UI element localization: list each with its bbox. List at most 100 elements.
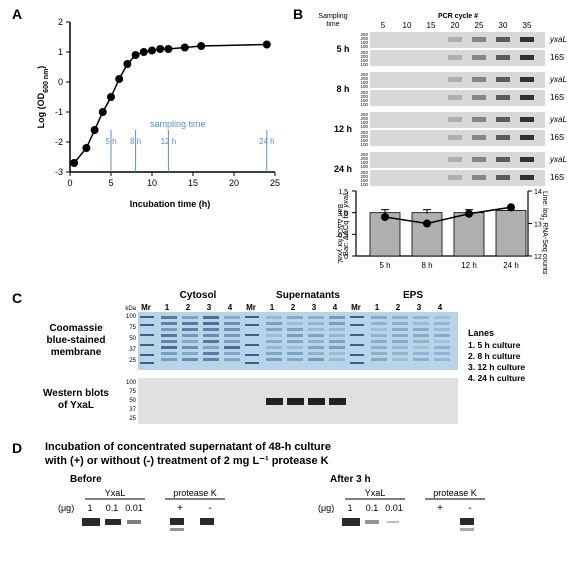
svg-text:16S: 16S [550,133,564,142]
svg-text:2. 8 h culture: 2. 8 h culture [468,351,521,361]
svg-text:0.1: 0.1 [366,503,379,513]
svg-text:100: 100 [360,84,368,89]
panel-d-title1: Incubation of concentrated supernatant o… [45,441,331,453]
panel-d-protk-before: protease K [173,488,217,498]
svg-text:5 h: 5 h [105,137,116,146]
panel-c-coomassie-label: Coomassie [49,323,103,334]
svg-text:100: 100 [360,164,368,169]
svg-text:12: 12 [534,254,542,261]
svg-text:16S: 16S [550,93,564,102]
svg-text:0: 0 [67,178,72,188]
gel-band [127,520,141,524]
svg-text:4: 4 [333,303,338,312]
svg-text:yxaL: yxaL [549,35,567,44]
svg-text:3: 3 [207,303,212,312]
svg-text:1: 1 [270,303,275,312]
svg-text:Mr: Mr [246,303,256,312]
panel-b-header-right: PCR cycle # [438,13,478,20]
svg-text:1: 1 [375,303,380,312]
panel-d-yxal-before: YxaL [105,488,126,498]
svg-text:100: 100 [126,314,137,320]
svg-text:8 h: 8 h [421,261,432,270]
svg-text:5: 5 [381,21,386,30]
svg-text:8 h: 8 h [130,137,141,146]
gel-band [365,520,379,524]
svg-text:1: 1 [347,503,352,513]
gel-band [200,518,214,525]
gel-band [82,518,100,526]
svg-text:-: - [468,503,471,514]
svg-text:15: 15 [427,21,436,30]
gel-band [170,518,184,525]
svg-text:100: 100 [360,124,368,129]
svg-text:1. 5 h culture: 1. 5 h culture [468,340,521,350]
svg-text:20: 20 [229,178,239,188]
panel-c-gels: Cytosol Supernatants EPS Mr1234Mr1234Mr1… [18,286,578,436]
panel-c-header-cytosol: Cytosol [180,290,217,301]
svg-text:-: - [208,503,211,514]
svg-text:13: 13 [534,222,542,229]
panel-b-header-left: Sampling [318,13,347,20]
svg-text:1: 1 [165,303,170,312]
panel-d-protk-after: protease K [433,488,477,498]
svg-text:2: 2 [186,303,191,312]
panel-d-ug-after: (μg) [318,503,334,513]
svg-text:-3: -3 [55,167,63,177]
svg-text:37: 37 [129,347,136,353]
svg-text:100: 100 [360,102,368,107]
panel-d-after: After 3 h [330,474,371,485]
svg-text:Bar: ΔΔCq for yxaL: Bar: ΔΔCq for yxaL [341,192,350,256]
svg-text:4: 4 [228,303,233,312]
panel-b-gels: Sampling time PCR cycle # 5101520253035 … [298,8,576,188]
svg-text:+: + [177,503,183,514]
svg-text:5 h: 5 h [379,261,390,270]
svg-text:25: 25 [129,358,136,364]
svg-text:+: + [437,503,443,514]
panel-d-before: Before [70,474,102,485]
svg-text:25: 25 [270,178,280,188]
gel-band [460,528,474,531]
panel-c-coomassie-label2: blue-stained [47,335,106,346]
panel-a-xlabel: Incubation time (h) [130,199,211,209]
svg-text:Line: log2 RNA-Seq counts: Line: log2 RNA-Seq counts [538,191,548,275]
panel-d-yxal-after: YxaL [365,488,386,498]
svg-text:yxaL: yxaL [549,155,567,164]
svg-text:4: 4 [438,303,443,312]
panel-c-legend-title: Lanes [468,328,494,338]
panel-b-header-left2: time [326,21,339,28]
svg-text:75: 75 [129,325,136,331]
panel-d: Incubation of concentrated supernatant o… [30,438,570,568]
panel-c-western-label: Western blots [43,388,109,399]
svg-text:50: 50 [129,398,136,404]
svg-text:12 h: 12 h [461,261,477,270]
svg-text:24 h: 24 h [334,164,352,174]
svg-text:12 h: 12 h [334,124,352,134]
svg-text:14: 14 [534,189,542,196]
svg-text:100: 100 [360,44,368,49]
svg-text:3. 12 h culture: 3. 12 h culture [468,362,525,372]
panel-c-western-label2: of YxaL [58,400,94,411]
svg-text:10: 10 [403,21,412,30]
svg-text:yxaL: yxaL [549,75,567,84]
svg-text:2: 2 [58,17,63,27]
svg-text:35: 35 [523,21,532,30]
gel-band [387,521,399,523]
svg-text:100: 100 [360,62,368,67]
svg-text:0.01: 0.01 [125,503,143,513]
panel-d-label: D [12,440,22,456]
svg-text:30: 30 [499,21,508,30]
svg-text:5: 5 [108,178,113,188]
panel-c-header-supernatants: Supernatants [276,290,340,301]
svg-text:0.01: 0.01 [385,503,403,513]
gel-band [170,528,184,531]
panel-a-chart: -3-2-1012 0510152025 Log (OD600 nm) Incu… [30,12,285,217]
svg-text:1: 1 [87,503,92,513]
svg-text:16S: 16S [550,53,564,62]
svg-text:75: 75 [129,389,136,395]
svg-text:2: 2 [396,303,401,312]
svg-text:Mr: Mr [351,303,361,312]
panel-a-label: A [12,6,22,22]
svg-text:2: 2 [291,303,296,312]
panel-a-ylabel: Log (OD600 nm) [36,66,50,129]
svg-text:yxaL: yxaL [549,115,567,124]
